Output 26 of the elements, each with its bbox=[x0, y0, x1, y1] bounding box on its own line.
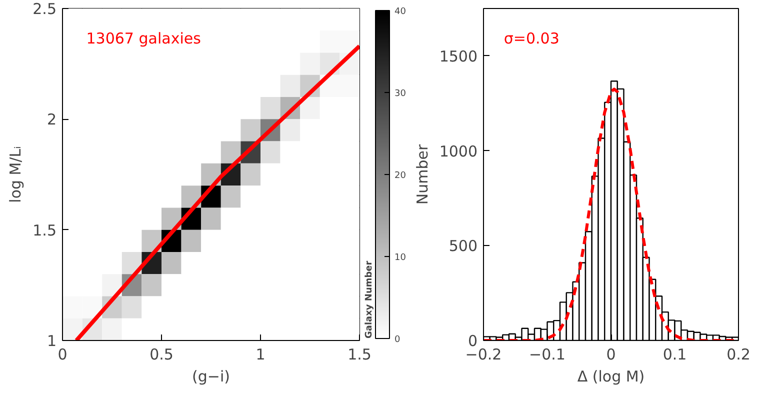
y-tick-label: 1.5 bbox=[32, 221, 57, 240]
color-bar-title: Galaxy Number bbox=[364, 260, 374, 338]
color-bar-label: 20 bbox=[394, 171, 406, 181]
x-tick-label: −0.1 bbox=[529, 346, 566, 364]
annotation: σ=0.03 bbox=[504, 29, 560, 48]
y-tick-label: 1500 bbox=[439, 47, 478, 66]
x-axis-title: Δ (log M) bbox=[577, 368, 645, 386]
y-tick-label: 2.5 bbox=[32, 0, 57, 18]
x-tick-label: 1 bbox=[256, 346, 266, 364]
color-bar-label: 30 bbox=[394, 89, 406, 99]
x-tick-label: 0.5 bbox=[150, 346, 174, 364]
y-axis-title: Number bbox=[413, 144, 432, 205]
y-tick-label: 1000 bbox=[439, 142, 478, 160]
color-bar-label: 10 bbox=[394, 253, 406, 263]
x-tick-label: 0.1 bbox=[662, 346, 687, 364]
color-bar-label: 0 bbox=[394, 335, 400, 345]
x-axis-title: (g−i) bbox=[192, 368, 230, 386]
color-bar-label: 40 bbox=[394, 7, 406, 17]
x-tick-label: 0 bbox=[606, 346, 616, 364]
y-tick-label: 1 bbox=[46, 332, 57, 350]
y-tick-label: 500 bbox=[448, 237, 478, 256]
annotation: 13067 galaxies bbox=[86, 29, 202, 48]
x-tick-label: 0.2 bbox=[726, 346, 750, 364]
y-axis-title: log M/Lᵢ bbox=[6, 146, 25, 203]
y-tick-label: 2 bbox=[46, 110, 57, 129]
x-tick-label: 1.5 bbox=[348, 346, 372, 364]
